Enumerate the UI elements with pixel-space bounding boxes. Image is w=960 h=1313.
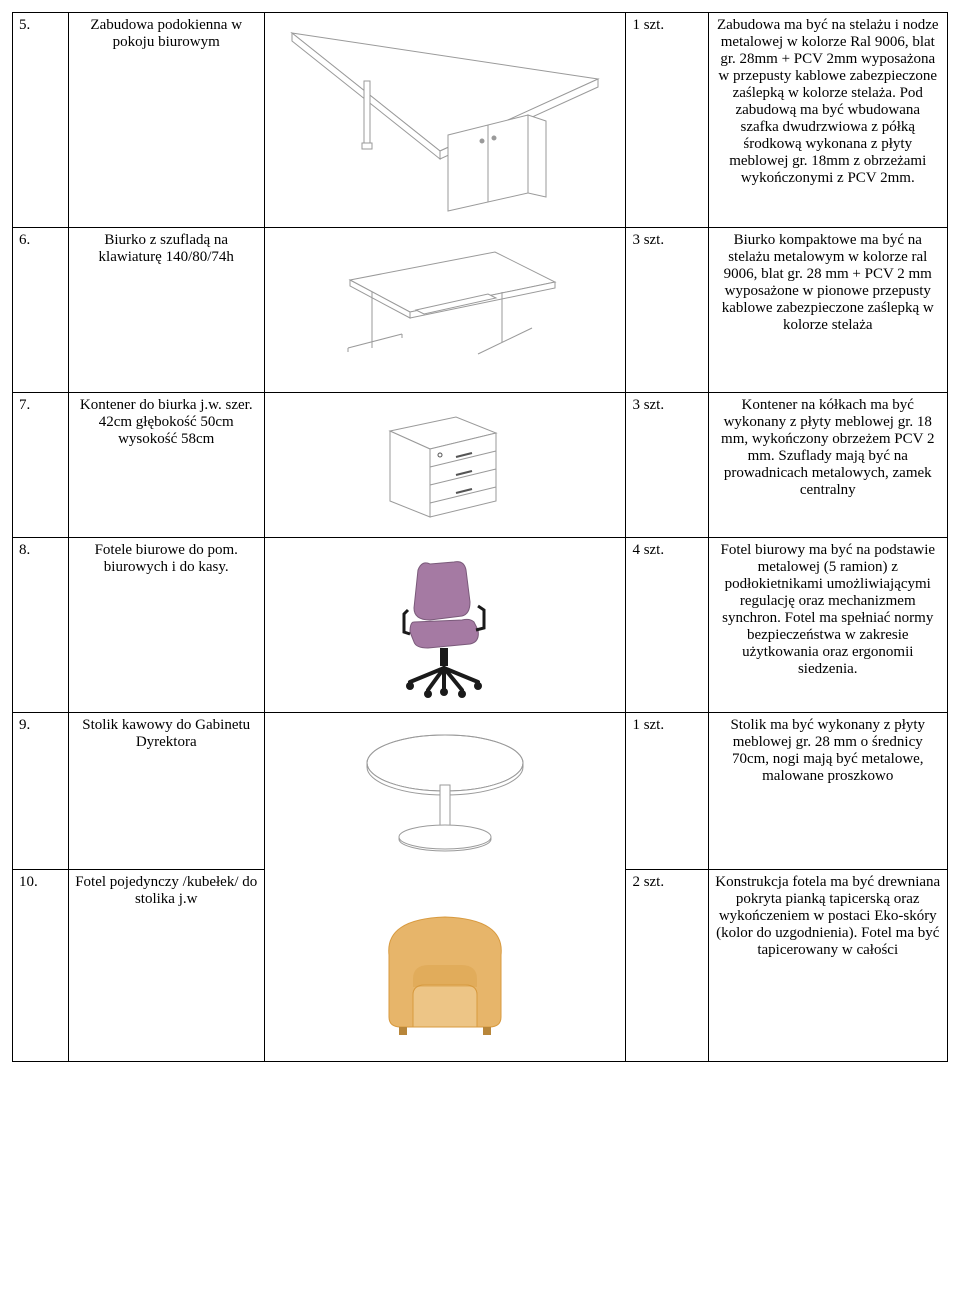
corner-desk-icon (280, 25, 610, 215)
row-number: 6. (13, 228, 69, 393)
desk-icon (320, 240, 570, 380)
item-qty: 1 szt. (626, 713, 708, 870)
item-name: Zabudowa podokienna w pokoju biurowym (68, 13, 264, 228)
item-desc: Zabudowa ma być na stelażu i nodze metal… (708, 13, 947, 228)
table-row: 9. Stolik kawowy do Gabinetu Dyrektora (13, 713, 948, 870)
item-image-cell (264, 538, 626, 713)
row-number: 10. (13, 870, 69, 1062)
item-desc: Konstrukcja fotela ma być drewniana pokr… (708, 870, 947, 1062)
item-desc: Fotel biurowy ma być na podstawie metalo… (708, 538, 947, 713)
row-number: 5. (13, 13, 69, 228)
item-image-cell (264, 13, 626, 228)
table-row: 8. Fotele biurowe do pom. biurowych i do… (13, 538, 948, 713)
row-number: 9. (13, 713, 69, 870)
table-row: 5. Zabudowa podokienna w pokoju biurowym (13, 13, 948, 228)
item-qty: 2 szt. (626, 870, 708, 1062)
item-desc: Stolik ma być wykonany z płyty meblowej … (708, 713, 947, 870)
item-name: Fotel pojedynczy /kubełek/ do stolika j.… (68, 870, 264, 1062)
item-desc: Biurko kompaktowe ma być na stelażu meta… (708, 228, 947, 393)
tub-chair-icon (365, 899, 525, 1049)
item-name: Fotele biurowe do pom. biurowych i do ka… (68, 538, 264, 713)
office-chair-icon (370, 550, 520, 700)
item-image-cell-merged (264, 713, 626, 1062)
table-row: 7. Kontener do biurka j.w. szer. 42cm gł… (13, 393, 948, 538)
item-name: Kontener do biurka j.w. szer. 42cm głębo… (68, 393, 264, 538)
item-desc: Kontener na kółkach ma być wykonany z pł… (708, 393, 947, 538)
table-row: 6. Biurko z szufladą na klawiaturę 140/8… (13, 228, 948, 393)
item-qty: 3 szt. (626, 393, 708, 538)
item-image-cell (264, 393, 626, 538)
furniture-spec-table: 5. Zabudowa podokienna w pokoju biurowym (12, 12, 948, 1062)
row-number: 8. (13, 538, 69, 713)
item-qty: 1 szt. (626, 13, 708, 228)
round-table-icon (350, 725, 540, 865)
item-name: Biurko z szufladą na klawiaturę 140/80/7… (68, 228, 264, 393)
item-name: Stolik kawowy do Gabinetu Dyrektora (68, 713, 264, 870)
item-image-cell (264, 228, 626, 393)
item-qty: 4 szt. (626, 538, 708, 713)
row-number: 7. (13, 393, 69, 538)
item-qty: 3 szt. (626, 228, 708, 393)
drawer-pedestal-icon (370, 405, 520, 525)
